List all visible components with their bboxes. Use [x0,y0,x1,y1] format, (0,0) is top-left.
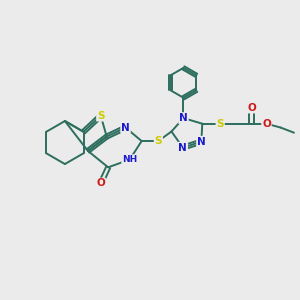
Text: S: S [97,111,104,121]
Text: N: N [197,136,206,147]
Text: O: O [96,178,105,188]
Text: N: N [121,123,130,133]
Text: N: N [179,113,188,123]
Text: N: N [178,142,187,153]
Text: S: S [154,136,162,146]
Text: S: S [216,119,224,129]
Text: O: O [262,119,271,129]
Text: O: O [247,103,256,112]
Text: NH: NH [122,155,137,164]
